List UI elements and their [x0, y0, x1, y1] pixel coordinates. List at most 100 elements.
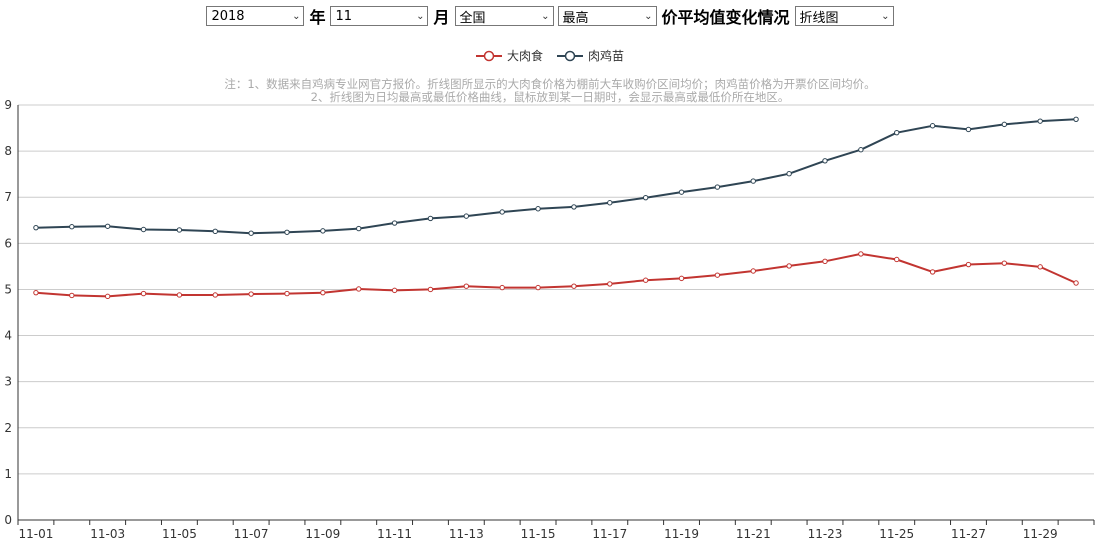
stat-select[interactable]: 最高 ⌄: [557, 6, 657, 26]
chart-title: 价平均值变化情况: [661, 8, 790, 27]
x-tick-label: 11-13: [449, 527, 484, 541]
data-point: [212, 292, 218, 298]
data-point: [714, 272, 721, 278]
data-point: [822, 258, 828, 265]
data-point: [391, 220, 398, 226]
data-point: [571, 283, 577, 289]
x-tick-label: 11-15: [521, 527, 556, 541]
chevron-down-icon: ⌄: [416, 10, 425, 22]
data-point: [499, 284, 505, 291]
month-value: 11: [335, 8, 353, 24]
legend-item-series-0[interactable]: 大肉食: [475, 47, 543, 64]
data-point: [33, 224, 39, 231]
data-point: [176, 227, 183, 233]
data-point: [356, 225, 362, 232]
year-select[interactable]: 2018 ⌄: [206, 6, 305, 26]
legend-item-series-1[interactable]: 肉鸡苗: [557, 47, 624, 64]
data-point: [463, 213, 470, 219]
data-point: [750, 268, 756, 274]
data-point: [356, 286, 362, 292]
data-point: [858, 147, 864, 153]
y-tick-label: 9: [4, 98, 12, 112]
series-line-1: [35, 118, 1077, 235]
data-point: [678, 189, 685, 195]
x-tick-label: 11-05: [162, 527, 197, 541]
chevron-down-icon: ⌄: [541, 10, 550, 22]
chevron-down-icon: ⌄: [644, 10, 653, 22]
data-point: [140, 290, 147, 297]
region-value: 全国: [459, 10, 486, 26]
data-point: [714, 184, 721, 190]
y-tick-label: 5: [4, 282, 12, 296]
x-tick-label: 11-07: [234, 527, 269, 541]
data-point: [320, 228, 326, 234]
data-point: [571, 204, 577, 210]
data-point: [248, 291, 254, 297]
data-point: [535, 284, 541, 291]
data-point: [1073, 116, 1079, 122]
data-point: [929, 269, 936, 275]
legend-label: 肉鸡苗: [588, 49, 625, 63]
y-tick-label: 7: [4, 190, 12, 204]
data-point: [427, 286, 434, 293]
data-point: [104, 293, 111, 300]
data-point: [786, 263, 792, 269]
month-suffix: 月: [433, 8, 450, 27]
legend-label: 大肉食: [506, 49, 543, 63]
data-point: [69, 292, 75, 299]
data-point: [750, 178, 756, 184]
x-tick-label: 11-01: [18, 527, 53, 541]
y-tick-label: 2: [4, 421, 12, 435]
data-point: [1037, 264, 1043, 270]
data-point: [822, 158, 828, 164]
data-point: [1037, 118, 1043, 124]
chart-type-select[interactable]: 折线图 ⌄: [794, 6, 894, 26]
chart-legend: 大肉食 肉鸡苗: [0, 47, 1100, 64]
data-point: [894, 256, 900, 263]
y-tick-label: 8: [4, 144, 12, 158]
y-tick-label: 0: [4, 513, 12, 527]
data-point: [965, 261, 972, 268]
y-tick-label: 4: [4, 329, 12, 343]
note-line-2: 2、折线图为日均最高或最低价格曲线，鼠标放到某一日期时，会显示最高或最低价所在地…: [310, 90, 790, 104]
data-point: [33, 289, 39, 296]
y-tick-label: 1: [4, 467, 12, 481]
legend-marker-icon: [475, 50, 502, 61]
data-point: [284, 290, 290, 297]
data-point: [391, 287, 398, 294]
x-tick-label: 11-17: [592, 527, 627, 541]
data-point: [1001, 260, 1008, 266]
x-tick-label: 11-11: [377, 527, 412, 541]
year-suffix: 年: [309, 8, 326, 27]
data-point: [929, 123, 936, 129]
filter-toolbar: 2018 ⌄ 年 11 ⌄ 月 全国 ⌄ 最高 ⌄ 价平均值变化情况 折线图 ⌄: [0, 5, 1100, 27]
data-point: [320, 289, 326, 296]
data-point: [642, 277, 649, 283]
x-tick-label: 11-29: [1023, 527, 1058, 541]
x-tick-label: 11-03: [90, 527, 125, 541]
y-tick-label: 6: [4, 236, 12, 250]
x-tick-label: 11-27: [951, 527, 986, 541]
data-point: [427, 215, 434, 222]
x-tick-label: 11-23: [808, 527, 843, 541]
month-select[interactable]: 11 ⌄: [330, 6, 429, 26]
chart-note: 注：1、数据来自鸡病专业网官方报价。折线图所显示的大肉食价格为棚前大车收购价区间…: [0, 78, 1100, 104]
data-point: [140, 226, 147, 233]
data-point: [104, 223, 111, 229]
data-point: [786, 171, 792, 177]
data-point: [858, 251, 864, 257]
region-select[interactable]: 全国 ⌄: [454, 6, 554, 26]
data-point: [248, 230, 254, 236]
data-point: [678, 275, 685, 282]
series-line-0: [35, 252, 1077, 298]
stat-value: 最高: [562, 10, 589, 26]
data-point: [1073, 280, 1079, 286]
data-point: [607, 281, 613, 287]
x-tick-label: 11-09: [305, 527, 340, 541]
data-point: [69, 224, 75, 230]
data-point: [894, 129, 900, 136]
y-tick-label: 3: [4, 375, 12, 389]
data-point: [284, 229, 290, 235]
chart-type-value: 折线图: [799, 10, 839, 26]
